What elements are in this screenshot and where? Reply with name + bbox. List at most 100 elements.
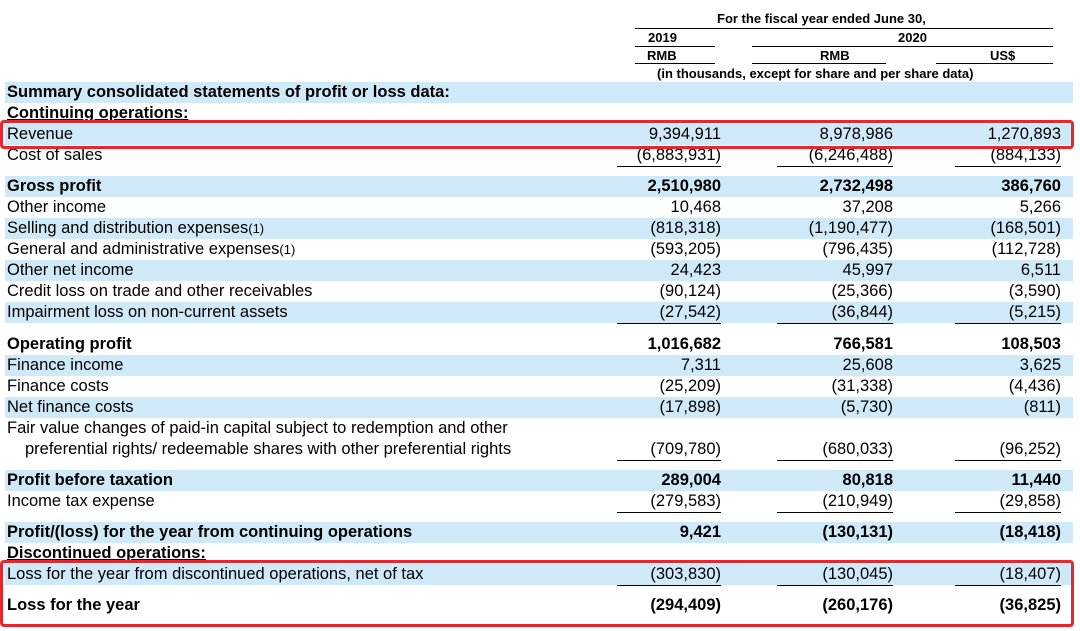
value-2020-rmb: 37,208 bbox=[842, 198, 893, 216]
year-2019-rule bbox=[635, 46, 715, 47]
year-2019-header: 2019 bbox=[648, 30, 677, 45]
value-2019-rmb: (593,205) bbox=[650, 240, 721, 258]
table-row-other-net-income: Other net income 24,423 45,997 6,511 bbox=[5, 260, 1073, 281]
value-2020-rmb: (210,949) bbox=[777, 491, 893, 513]
row-label-text: General and administrative expenses bbox=[7, 240, 280, 258]
row-label: Gross profit bbox=[7, 177, 102, 195]
row-label: Loss for the year from discontinued oper… bbox=[7, 565, 424, 583]
discontinued-operations-heading: Discontinued operations: bbox=[7, 544, 206, 562]
table-row-other-income: Other income 10,468 37,208 5,266 bbox=[5, 197, 1073, 218]
row-label: Finance costs bbox=[7, 377, 109, 395]
value-2020-usd: 1,270,893 bbox=[987, 125, 1061, 143]
value-2020-usd: (168,501) bbox=[990, 219, 1061, 237]
value-2020-rmb: (25,366) bbox=[831, 282, 893, 300]
row-label: Selling and distribution expenses(1) bbox=[7, 218, 264, 239]
value-2020-usd: (5,215) bbox=[955, 302, 1061, 324]
value-2020-usd: 108,503 bbox=[1001, 335, 1061, 353]
summary-title-row: Summary consolidated statements of profi… bbox=[5, 82, 1073, 103]
currency-rule-3 bbox=[936, 63, 1053, 64]
value-2020-usd: 386,760 bbox=[1001, 177, 1061, 195]
row-label: General and administrative expenses(1) bbox=[7, 239, 295, 260]
currency-usd-2020: US$ bbox=[990, 48, 1016, 63]
table-row-fair-value-changes: Fair value changes of paid-in capital su… bbox=[5, 418, 1073, 461]
value-2020-rmb: (6,246,488) bbox=[777, 145, 893, 167]
value-2019-rmb: (90,124) bbox=[659, 282, 721, 300]
units-note: (in thousands, except for share and per … bbox=[657, 66, 974, 81]
table-row-discontinued-loss: Loss for the year from discontinued oper… bbox=[5, 564, 1073, 586]
fiscal-period-header: For the fiscal year ended June 30, bbox=[717, 11, 926, 26]
value-2019-rmb: 289,004 bbox=[661, 471, 721, 489]
value-2020-rmb: (1,190,477) bbox=[808, 219, 893, 237]
row-label-text: Selling and distribution expenses bbox=[7, 219, 249, 237]
table-row-profit-before-tax: Profit before taxation 289,004 80,818 11… bbox=[5, 470, 1073, 491]
row-label: Other net income bbox=[7, 261, 134, 279]
value-2020-rmb: 766,581 bbox=[833, 335, 893, 353]
table-row-finance-costs: Finance costs (25,209) (31,338) (4,436) bbox=[5, 376, 1073, 397]
table-row-net-finance-costs: Net finance costs (17,898) (5,730) (811) bbox=[5, 397, 1073, 418]
value-2020-usd: 5,266 bbox=[1019, 198, 1061, 216]
currency-rule-1 bbox=[635, 63, 715, 64]
row-label-continued: preferential rights/ redeemable shares w… bbox=[25, 440, 512, 458]
row-label: Credit loss on trade and other receivabl… bbox=[7, 282, 313, 300]
value-2020-rmb: (260,176) bbox=[822, 596, 893, 614]
value-2020-usd: (18,407) bbox=[955, 564, 1061, 586]
row-label: Fair value changes of paid-in capital su… bbox=[7, 419, 508, 437]
value-2020-rmb: 2,732,498 bbox=[819, 177, 893, 195]
table-row-income-tax: Income tax expense (279,583) (210,949) (… bbox=[5, 491, 1073, 513]
continuing-operations-heading: Continuing operations: bbox=[7, 104, 189, 122]
value-2020-usd: 3,625 bbox=[1019, 356, 1061, 374]
value-2019-rmb: (6,883,931) bbox=[617, 145, 721, 167]
value-2019-rmb: (818,318) bbox=[650, 219, 721, 237]
table-row-finance-income: Finance income 7,311 25,608 3,625 bbox=[5, 355, 1073, 376]
value-2020-usd: (29,858) bbox=[955, 491, 1061, 513]
value-2020-usd: (811) bbox=[1023, 398, 1061, 416]
value-2020-rmb: (130,131) bbox=[822, 523, 893, 541]
value-2020-usd: 11,440 bbox=[1011, 471, 1061, 489]
value-2020-rmb: 25,608 bbox=[842, 356, 893, 374]
row-label: Revenue bbox=[7, 125, 74, 143]
footnote-ref: (1) bbox=[248, 221, 265, 236]
value-2020-rmb: (36,844) bbox=[777, 302, 893, 324]
value-2020-rmb: (31,338) bbox=[831, 377, 893, 395]
value-2019-rmb: 9,394,911 bbox=[648, 125, 721, 143]
table-row-continuing-profit: Profit/(loss) for the year from continui… bbox=[5, 522, 1073, 543]
currency-rule-2 bbox=[752, 63, 886, 64]
year-2020-header: 2020 bbox=[898, 30, 927, 45]
value-2020-usd: (884,133) bbox=[955, 145, 1061, 167]
table-row-selling-expenses: Selling and distribution expenses(1) (81… bbox=[5, 218, 1073, 239]
value-2020-usd: (18,418) bbox=[999, 523, 1061, 541]
table-row-impairment-loss: Impairment loss on non-current assets (2… bbox=[5, 302, 1073, 324]
value-2019-rmb: 10,468 bbox=[670, 198, 721, 216]
value-2019-rmb: 1,016,682 bbox=[647, 335, 721, 353]
value-2019-rmb: (279,583) bbox=[617, 491, 721, 513]
row-label: Cost of sales bbox=[7, 146, 103, 164]
value-2019-rmb: (303,830) bbox=[617, 564, 721, 586]
table-row-revenue: Revenue 9,394,911 8,978,986 1,270,893 bbox=[5, 124, 1073, 145]
value-2020-usd: (96,252) bbox=[955, 439, 1061, 461]
value-2019-rmb: (27,542) bbox=[617, 302, 721, 324]
row-label: Impairment loss on non-current assets bbox=[7, 303, 288, 321]
value-2020-rmb: 45,997 bbox=[842, 261, 893, 279]
header-rule bbox=[635, 28, 1053, 29]
value-2020-usd: (3,590) bbox=[1008, 282, 1061, 300]
value-2019-rmb: 9,421 bbox=[679, 523, 721, 541]
value-2019-rmb: 2,510,980 bbox=[647, 177, 721, 195]
row-label: Profit/(loss) for the year from continui… bbox=[7, 523, 413, 541]
value-2019-rmb: 24,423 bbox=[670, 261, 721, 279]
value-2020-rmb: (796,435) bbox=[822, 240, 893, 258]
row-label: Profit before taxation bbox=[7, 471, 173, 489]
year-2020-rule bbox=[752, 46, 1053, 47]
row-label: Operating profit bbox=[7, 335, 132, 353]
row-label: Loss for the year bbox=[7, 596, 140, 614]
table-row-admin-expenses: General and administrative expenses(1) (… bbox=[5, 239, 1073, 260]
value-2020-rmb: (680,033) bbox=[777, 439, 893, 461]
value-2020-usd: (4,436) bbox=[1008, 377, 1061, 395]
value-2019-rmb: (294,409) bbox=[650, 596, 721, 614]
table-row-cost-of-sales: Cost of sales (6,883,931) (6,246,488) (8… bbox=[5, 145, 1073, 167]
currency-rmb-2020: RMB bbox=[820, 48, 850, 63]
value-2020-rmb: 8,978,986 bbox=[819, 125, 893, 143]
value-2019-rmb: 7,311 bbox=[680, 356, 721, 374]
value-2020-rmb: 80,818 bbox=[842, 471, 893, 489]
table-row-credit-loss: Credit loss on trade and other receivabl… bbox=[5, 281, 1073, 302]
row-label: Income tax expense bbox=[7, 492, 155, 510]
